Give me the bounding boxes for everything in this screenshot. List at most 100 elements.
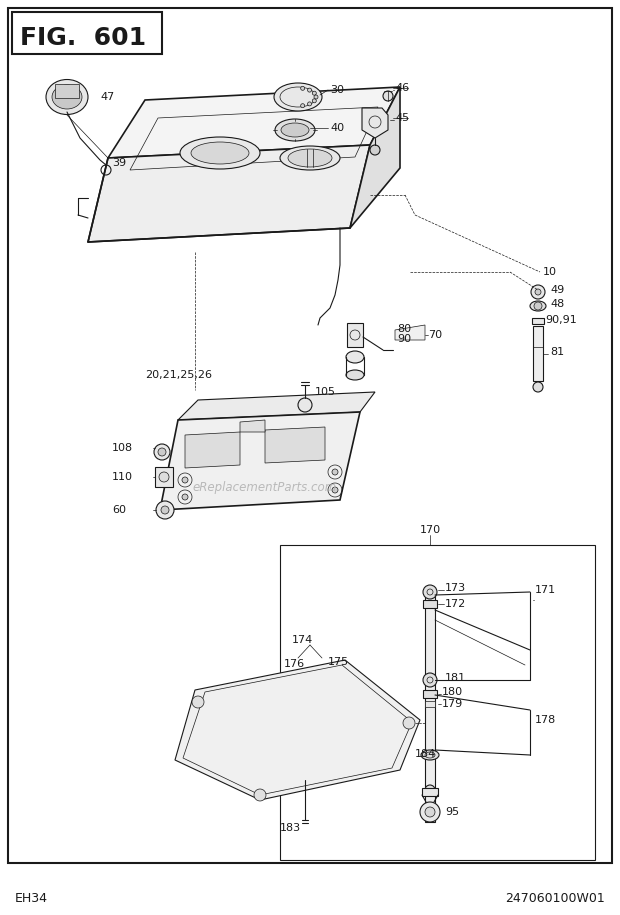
Circle shape	[312, 92, 316, 95]
Text: 90,91: 90,91	[545, 315, 577, 325]
Circle shape	[403, 717, 415, 729]
Text: 172: 172	[445, 599, 466, 609]
Bar	[423, 690, 437, 698]
Polygon shape	[175, 660, 420, 800]
Circle shape	[332, 469, 338, 475]
Ellipse shape	[281, 123, 309, 137]
Circle shape	[154, 444, 170, 460]
Text: 80: 80	[397, 324, 411, 334]
Text: 184: 184	[415, 749, 436, 759]
Text: 174: 174	[291, 635, 312, 645]
Bar	[155, 467, 173, 487]
Polygon shape	[108, 87, 400, 158]
Text: 178: 178	[535, 715, 556, 725]
Bar	[423, 600, 437, 608]
Circle shape	[301, 103, 304, 108]
Bar	[533, 326, 543, 381]
Circle shape	[533, 382, 543, 392]
Circle shape	[423, 585, 437, 599]
Ellipse shape	[280, 146, 340, 170]
Text: EH34: EH34	[15, 892, 48, 906]
Text: 110: 110	[112, 472, 133, 482]
Bar	[425, 592, 435, 822]
Text: 171: 171	[535, 585, 556, 595]
Ellipse shape	[274, 83, 322, 111]
Text: 60: 60	[112, 505, 126, 515]
Circle shape	[383, 91, 393, 101]
Ellipse shape	[421, 750, 439, 760]
Text: eReplacementParts.com: eReplacementParts.com	[193, 480, 337, 493]
Circle shape	[332, 487, 338, 493]
Text: 49: 49	[550, 285, 564, 295]
Ellipse shape	[191, 142, 249, 164]
Text: 95: 95	[445, 807, 459, 817]
Text: 45: 45	[395, 113, 409, 123]
Ellipse shape	[180, 137, 260, 169]
Circle shape	[192, 696, 204, 708]
Circle shape	[158, 448, 166, 456]
Circle shape	[425, 785, 435, 795]
Bar	[12, 12, 162, 54]
Circle shape	[182, 477, 188, 483]
Text: 39: 39	[112, 158, 126, 168]
Text: 70: 70	[428, 330, 442, 340]
Circle shape	[314, 95, 318, 99]
Circle shape	[534, 302, 542, 310]
Text: 81: 81	[550, 347, 564, 357]
Text: 173: 173	[445, 583, 466, 593]
Ellipse shape	[530, 301, 546, 311]
Polygon shape	[160, 412, 360, 510]
Circle shape	[308, 88, 312, 92]
Polygon shape	[55, 84, 79, 98]
Polygon shape	[362, 108, 388, 138]
Polygon shape	[240, 420, 265, 432]
Polygon shape	[350, 87, 400, 228]
Text: 181: 181	[445, 673, 466, 683]
Text: 40: 40	[330, 123, 344, 133]
Text: 30: 30	[330, 85, 344, 95]
Circle shape	[423, 673, 437, 687]
Circle shape	[161, 506, 169, 514]
Polygon shape	[347, 323, 363, 347]
Ellipse shape	[346, 351, 364, 363]
Circle shape	[420, 802, 440, 822]
Circle shape	[425, 807, 435, 817]
Text: FIG.  601: FIG. 601	[20, 26, 146, 50]
Bar	[425, 701, 435, 707]
Ellipse shape	[46, 80, 88, 114]
Circle shape	[301, 86, 304, 91]
Text: 47: 47	[100, 92, 114, 102]
Bar	[280, 545, 595, 860]
Bar	[532, 318, 544, 324]
Ellipse shape	[52, 85, 82, 109]
Text: 176: 176	[284, 659, 305, 669]
Circle shape	[308, 102, 312, 106]
Circle shape	[535, 289, 541, 295]
Text: 46: 46	[395, 83, 409, 93]
Text: 175: 175	[328, 657, 349, 667]
Circle shape	[531, 285, 545, 299]
Text: 10: 10	[543, 267, 557, 277]
Ellipse shape	[275, 119, 315, 141]
Ellipse shape	[346, 370, 364, 380]
Text: 108: 108	[112, 443, 133, 453]
Polygon shape	[88, 145, 370, 242]
Text: 179: 179	[442, 699, 463, 709]
Text: 105: 105	[315, 387, 336, 397]
Text: 180: 180	[442, 687, 463, 697]
Circle shape	[298, 398, 312, 412]
Circle shape	[254, 789, 266, 801]
Text: 90: 90	[397, 334, 411, 344]
Text: 48: 48	[550, 299, 564, 309]
Circle shape	[312, 99, 316, 102]
Polygon shape	[395, 325, 425, 340]
Polygon shape	[265, 427, 325, 463]
Circle shape	[156, 501, 174, 519]
Ellipse shape	[288, 149, 332, 167]
Text: 20,21,25,26: 20,21,25,26	[145, 370, 212, 380]
Text: 183: 183	[280, 823, 301, 833]
Circle shape	[182, 494, 188, 500]
Text: 170: 170	[420, 525, 441, 535]
Polygon shape	[185, 432, 240, 468]
Polygon shape	[178, 392, 375, 420]
